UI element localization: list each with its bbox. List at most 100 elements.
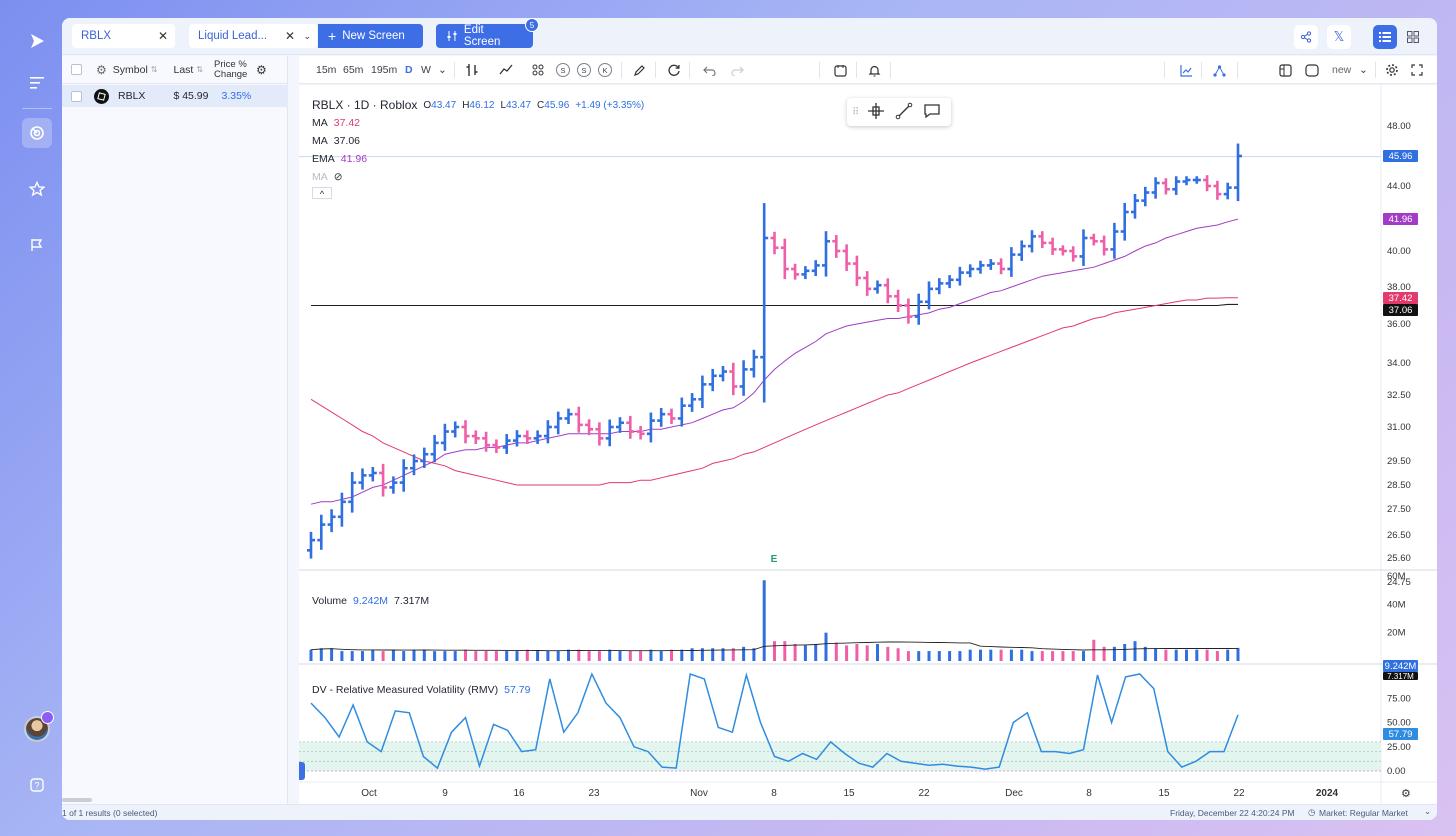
- x-axis-label: 8: [1086, 788, 1092, 799]
- app-logo-icon[interactable]: [22, 26, 52, 56]
- chevron-down-icon[interactable]: ⌄: [1424, 806, 1432, 816]
- chevron-down-icon[interactable]: ⌄: [1359, 64, 1368, 76]
- layout-panels-icon[interactable]: [1279, 63, 1292, 77]
- ohlc-bar: [997, 258, 1006, 275]
- plus-icon: +: [328, 28, 337, 44]
- compare-network-icon[interactable]: [1213, 63, 1226, 77]
- comment-icon[interactable]: [923, 102, 941, 123]
- interval-15m[interactable]: 15m: [316, 64, 337, 76]
- new-screen-button[interactable]: + New Screen: [318, 24, 423, 48]
- indicators-icon[interactable]: [499, 63, 513, 77]
- ohlc-bar: [1131, 193, 1139, 219]
- sort-icon[interactable]: ⇅: [150, 65, 158, 74]
- row-checkbox[interactable]: [71, 90, 82, 102]
- pencil-draw-icon[interactable]: [633, 63, 646, 77]
- top-bar: RBLX ✕ Liquid Lead... ✕ ⌄ + New Screen E…: [62, 18, 1437, 55]
- menu-icon[interactable]: [22, 68, 52, 98]
- ohlc-bar: [379, 463, 388, 497]
- grid-view-icon[interactable]: [1401, 25, 1425, 49]
- x-twitter-icon[interactable]: 𝕏: [1327, 25, 1351, 49]
- crosshair-bar-icon[interactable]: [867, 102, 885, 123]
- column-header-price-change[interactable]: Price % Change: [214, 59, 248, 80]
- refresh-icon[interactable]: [667, 63, 681, 77]
- sort-icon[interactable]: ⇅: [196, 65, 204, 74]
- close-icon[interactable]: ✕: [284, 29, 295, 43]
- axis-settings-gear-icon[interactable]: ⚙: [1401, 788, 1411, 800]
- legend-ema[interactable]: EMA 41.96: [312, 153, 368, 165]
- table-row[interactable]: RBLX $ 45.99 3.35%: [62, 85, 288, 107]
- ohlc-bar: [791, 263, 800, 280]
- select-all-checkbox[interactable]: [71, 64, 82, 75]
- interval-w[interactable]: W: [421, 64, 431, 76]
- column-settings-gear-icon[interactable]: ⚙: [96, 62, 107, 77]
- column-header-last[interactable]: Last: [173, 63, 194, 76]
- price-axis-tick: 44.00: [1387, 181, 1411, 192]
- folder-icon[interactable]: [1305, 63, 1319, 77]
- drag-handle-icon[interactable]: ⠿: [852, 106, 860, 118]
- trend-line-icon[interactable]: [895, 102, 913, 123]
- ohlc-bar: [461, 420, 470, 444]
- x-axis-label: 9: [442, 788, 448, 799]
- volume-bar: [783, 641, 787, 661]
- ohlc-bar: [883, 278, 892, 304]
- watchlist-settings-gear-icon[interactable]: ⚙: [256, 62, 267, 77]
- tab-screen[interactable]: Liquid Lead... ✕ ⌄: [189, 24, 317, 48]
- chevron-down-icon[interactable]: ⌄: [303, 30, 311, 41]
- ohlc-bar: [337, 492, 346, 527]
- ohlc-bar: [1151, 177, 1160, 199]
- close-icon[interactable]: ✕: [157, 29, 168, 43]
- earnings-marker[interactable]: E: [771, 554, 778, 565]
- pane-expand-handle[interactable]: [299, 762, 305, 780]
- legend-collapse-button[interactable]: ^: [312, 187, 332, 199]
- column-header-symbol[interactable]: Symbol: [112, 63, 148, 76]
- favorites-star-icon[interactable]: [22, 174, 52, 204]
- legend-ma2[interactable]: MA 37.06: [312, 135, 361, 147]
- toolbar-s-button-2[interactable]: S: [577, 63, 591, 77]
- ohlc-bar: [1089, 233, 1098, 246]
- calendar-icon[interactable]: [834, 63, 847, 77]
- screener-icon[interactable]: [22, 118, 52, 148]
- chevron-down-icon[interactable]: ⌄: [438, 64, 447, 76]
- volume-legend[interactable]: Volume 9.242M 7.317M: [312, 595, 430, 607]
- tab-symbol-label: RBLX: [81, 30, 112, 42]
- toolbar-k-button[interactable]: K: [598, 63, 612, 77]
- legend-ma1[interactable]: MA 37.42: [312, 117, 361, 129]
- bar-style-icon[interactable]: [465, 63, 479, 77]
- ohlc-bar: [1120, 202, 1129, 241]
- flag-play-icon[interactable]: [22, 230, 52, 260]
- templates-grid-icon[interactable]: [532, 63, 544, 77]
- fullscreen-icon[interactable]: [1411, 63, 1423, 77]
- horizontal-scrollbar[interactable]: [62, 798, 92, 802]
- tab-symbol-rblx[interactable]: RBLX ✕: [72, 24, 175, 48]
- volume-bar: [330, 648, 334, 661]
- volume-bar: [670, 649, 673, 661]
- help-icon[interactable]: ?: [22, 770, 52, 800]
- svg-text:?: ?: [34, 781, 39, 791]
- edit-screen-button[interactable]: Edit Screen 5: [436, 18, 539, 48]
- volume-bar: [824, 632, 828, 661]
- share-icon[interactable]: [1294, 25, 1318, 49]
- ohlc-bar: [894, 289, 903, 312]
- market-status[interactable]: Market: Regular Market: [1319, 808, 1408, 818]
- legend-ma3-hidden[interactable]: MA ⊘: [312, 171, 343, 183]
- interval-d[interactable]: D: [405, 64, 413, 76]
- eye-hidden-icon[interactable]: ⊘: [333, 171, 343, 183]
- chart-area[interactable]: 15m 65m 195m D W ⌄ S S K: [299, 56, 1437, 804]
- volume-bar: [649, 649, 653, 661]
- alert-bell-icon[interactable]: [868, 63, 881, 77]
- ohlc-bar: [1100, 235, 1109, 256]
- undo-icon[interactable]: [703, 63, 716, 77]
- redo-icon[interactable]: [731, 63, 744, 77]
- line-chart-icon[interactable]: [1180, 63, 1193, 77]
- interval-195m[interactable]: 195m: [371, 64, 398, 76]
- volume-bar: [1051, 651, 1055, 661]
- toolbar-s-button[interactable]: S: [556, 63, 570, 77]
- legend-symbol[interactable]: RBLX · 1D · Roblox: [312, 98, 418, 112]
- settings-gear-icon[interactable]: [1385, 63, 1399, 77]
- list-view-icon[interactable]: [1373, 25, 1397, 49]
- rmv-legend[interactable]: DV - Relative Measured Volatility (RMV) 5…: [312, 684, 531, 696]
- layout-name[interactable]: new: [1332, 64, 1352, 76]
- user-avatar[interactable]: [24, 711, 54, 742]
- interval-65m[interactable]: 65m: [343, 64, 364, 76]
- volume-bar: [412, 649, 416, 661]
